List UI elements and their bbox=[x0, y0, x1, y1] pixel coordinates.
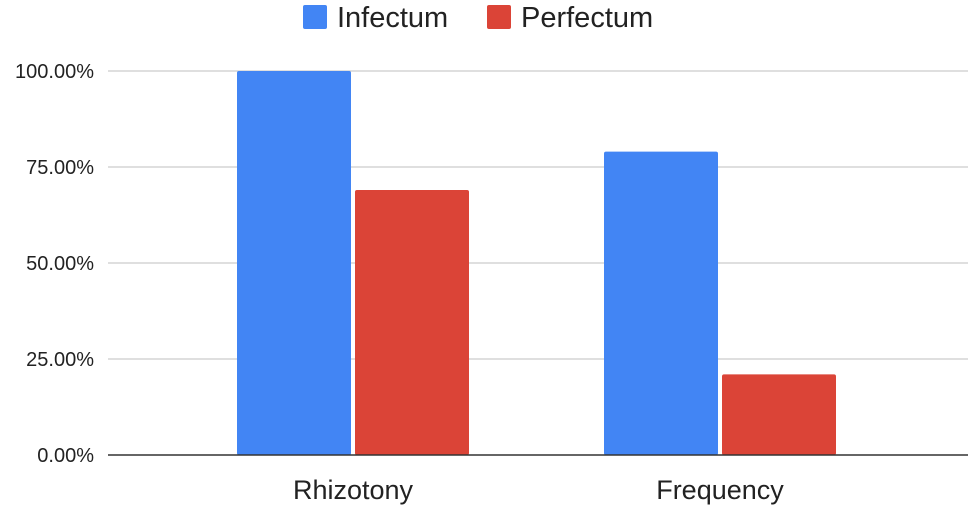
legend-swatch bbox=[487, 5, 511, 29]
y-tick-label: 100.00% bbox=[15, 61, 94, 83]
bars bbox=[237, 71, 836, 456]
legend-label: Perfectum bbox=[521, 2, 653, 34]
legend-item-perfectum: Perfectum bbox=[487, 2, 653, 34]
legend-label: Infectum bbox=[337, 2, 448, 34]
y-tick-label: 75.00% bbox=[26, 157, 94, 179]
bar-perfectum-frequency bbox=[722, 374, 836, 455]
y-tick-label: 0.00% bbox=[37, 445, 94, 467]
y-tick-label: 25.00% bbox=[26, 349, 94, 371]
bar-infectum-frequency bbox=[604, 151, 718, 455]
legend-item-infectum: Infectum bbox=[303, 2, 448, 34]
y-tick-label: 50.00% bbox=[26, 253, 94, 275]
legend: Infectum Perfectum bbox=[303, 2, 653, 34]
legend-swatch bbox=[303, 5, 327, 29]
x-axis-category-labels: Rhizotony Frequency bbox=[293, 475, 784, 505]
bar-perfectum-rhizotony bbox=[355, 190, 469, 456]
bar-infectum-rhizotony bbox=[237, 71, 351, 455]
x-tick-label: Rhizotony bbox=[293, 475, 414, 505]
y-axis-ticks: 0.00% 25.00% 50.00% 75.00% 100.00% bbox=[15, 61, 94, 467]
x-tick-label: Frequency bbox=[656, 475, 784, 505]
